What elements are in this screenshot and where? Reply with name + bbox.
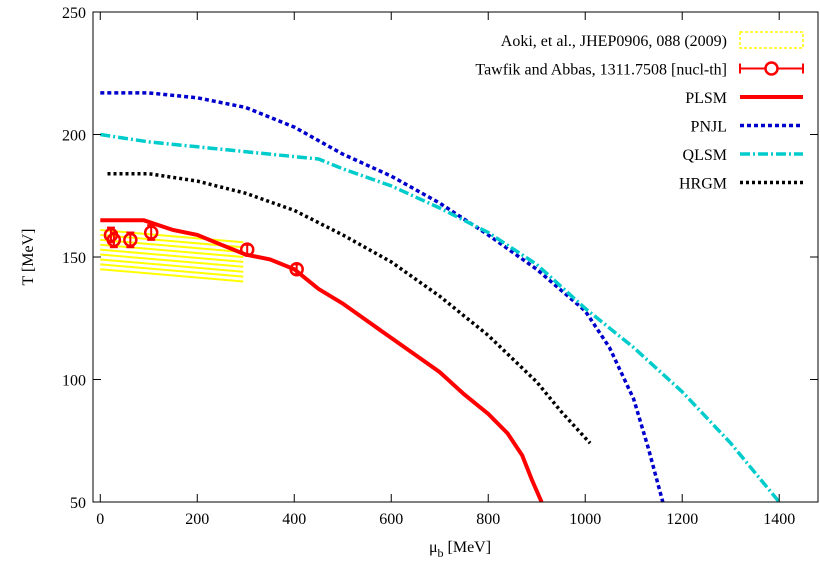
- data-point: [143, 225, 159, 240]
- y-axis-label: T [MeV]: [20, 228, 37, 285]
- x-tick-label: 200: [185, 511, 209, 528]
- series-line-pnjl: [100, 91, 665, 502]
- y-tick-label: 100: [62, 373, 86, 390]
- plot-area: [100, 91, 781, 502]
- band-line-6: [100, 253, 244, 268]
- x-tick-label: 1400: [763, 511, 795, 528]
- y-tick-label: 250: [62, 5, 86, 22]
- band-line-8: [100, 263, 244, 278]
- legend: Aoki, et al., JHEP0906, 088 (2009) Tawfik…: [475, 31, 804, 193]
- legend-label: Aoki, et al., JHEP0906, 088 (2009): [501, 33, 727, 50]
- series-line-plsm: [100, 218, 544, 502]
- legend-label: Tawfik and Abbas, 1311.7508 [nucl-th]: [475, 62, 727, 79]
- plot-clip-group: [100, 91, 781, 502]
- legend-label: QLSM: [683, 147, 727, 164]
- x-tick-label: 0: [96, 511, 104, 528]
- legend-label: PNJL: [691, 119, 727, 136]
- series-line-qlsm: [100, 132, 781, 502]
- y-tick-label: 200: [62, 128, 86, 145]
- band-line-7: [100, 258, 244, 273]
- x-tick-label: 400: [282, 511, 306, 528]
- data-point: [239, 242, 255, 257]
- x-axis-label-unit: [MeV]: [444, 539, 492, 556]
- legend-label: HRGM: [679, 176, 727, 193]
- x-tick-label: 1200: [666, 511, 698, 528]
- band-line-9: [100, 268, 244, 283]
- x-axis-label: μb [MeV]: [429, 539, 491, 560]
- data-point: [289, 262, 304, 277]
- axis-ticks: 0 200 400 600 800 1000 1200 1400 50 100 150 200 250: [62, 5, 818, 528]
- data-point: [123, 232, 138, 248]
- legend-key-point: [764, 61, 779, 76]
- data-point: [106, 232, 122, 248]
- legend-label: PLSM: [685, 90, 727, 107]
- y-tick-label: 50: [70, 495, 86, 512]
- legend-key-band: [739, 31, 804, 49]
- x-tick-label: 800: [476, 511, 500, 528]
- plot-frame: [92, 11, 819, 503]
- band-line-4: [100, 243, 244, 258]
- x-axis-label-symbol: μ: [429, 539, 438, 556]
- x-tick-label: 1000: [569, 511, 601, 528]
- x-axis-label-subscript: b: [438, 546, 444, 560]
- y-tick-label: 150: [62, 250, 86, 267]
- band-line-1: [100, 229, 244, 244]
- band-line-5: [100, 248, 244, 263]
- x-tick-label: 600: [379, 511, 403, 528]
